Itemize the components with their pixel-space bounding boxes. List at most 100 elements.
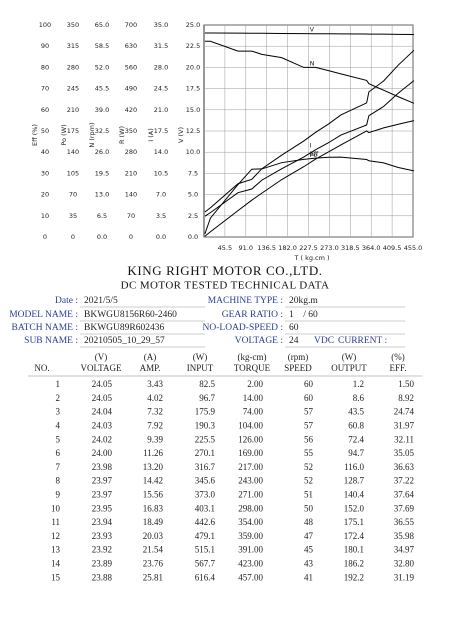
table-cell: 7.32	[147, 407, 163, 417]
table-cell: 270.1	[195, 448, 215, 458]
y-tick-label: 560	[125, 63, 137, 71]
y-tick-label: 7.0	[156, 191, 166, 199]
table-cell: 37.22	[394, 476, 414, 486]
y-tick-label: 100	[39, 21, 51, 29]
x-tick-label: 182.0	[278, 244, 297, 252]
y-tick-label: 2.5	[188, 212, 198, 220]
table-cell: 3.43	[147, 379, 163, 389]
table-cell: 21.54	[143, 545, 164, 555]
table-cell: 104.00	[238, 420, 263, 430]
y-axis-title: R (W)	[118, 126, 126, 144]
column-unit: (W)	[193, 352, 208, 362]
y-axis-title: Po (W)	[60, 124, 68, 145]
field-value: BKWGU8156R60-2460	[84, 310, 177, 320]
table-cell: 57	[304, 420, 314, 430]
table-cell: 47	[304, 531, 314, 541]
y-tick-label: 45.5	[95, 85, 109, 93]
table-cell: 72.4	[348, 434, 364, 444]
table-cell: 60.8	[348, 420, 364, 430]
voltage-unit: VDC	[314, 336, 334, 346]
table-cell: 94.7	[348, 448, 364, 458]
x-tick-label: 364.0	[362, 244, 381, 252]
table-cell: 13.20	[143, 462, 164, 472]
table-cell: 45	[304, 545, 314, 555]
field-value: 2021/5/5	[84, 296, 118, 306]
table-cell: 15	[51, 572, 61, 582]
y-tick-label: 22.5	[186, 42, 200, 50]
table-cell: 96.7	[199, 393, 215, 403]
table-cell: 6	[56, 448, 61, 458]
table-cell: 172.4	[344, 531, 365, 541]
curve-label: Eff	[310, 150, 319, 158]
table-cell: 24.74	[394, 407, 415, 417]
column-unit: (A)	[144, 352, 157, 362]
field-label: GEAR RATIO :	[222, 310, 283, 320]
table-cell: 152.0	[344, 503, 365, 513]
table-cell: 8.92	[398, 393, 414, 403]
column-header: INPUT	[187, 363, 214, 373]
column-header: TORQUE	[234, 363, 271, 373]
field-value: BKWGU89R602436	[84, 323, 164, 333]
y-tick-label: 21.0	[154, 106, 168, 114]
table-cell: 2	[56, 393, 61, 403]
y-tick-label: 20	[41, 191, 49, 199]
table-cell: 271.00	[238, 489, 263, 499]
table-cell: 24.03	[92, 420, 113, 430]
table-cell: 2.00	[247, 379, 263, 389]
table-cell: 1.50	[398, 379, 414, 389]
table-cell: 175.1	[344, 517, 364, 527]
y-tick-label: 0.0	[97, 233, 107, 241]
field-label: SUB NAME :	[24, 336, 78, 346]
y-axis-title: I (A)	[147, 128, 155, 142]
table-cell: 37.64	[394, 489, 415, 499]
x-tick-label: 136.5	[257, 244, 276, 252]
table-cell: 403.1	[195, 503, 215, 513]
y-tick-label: 280	[125, 148, 137, 156]
y-tick-label: 0.0	[156, 233, 166, 241]
y-tick-label: 35	[69, 212, 77, 220]
table-cell: 52	[304, 462, 313, 472]
field-label: MODEL NAME :	[9, 310, 78, 320]
field-value: 60	[289, 323, 299, 333]
y-tick-label: 420	[125, 106, 137, 114]
y-tick-label: 5.0	[188, 191, 198, 199]
y-tick-label: 15.0	[186, 106, 200, 114]
x-tick-label: 91.0	[239, 244, 253, 252]
y-tick-label: 6.5	[97, 212, 107, 220]
curve	[204, 120, 415, 237]
curve-label: V	[310, 26, 315, 34]
table-cell: 43	[304, 558, 314, 568]
y-tick-label: 0	[43, 233, 47, 241]
y-tick-label: 350	[67, 21, 79, 29]
curve	[204, 80, 415, 217]
table-cell: 24.04	[92, 407, 113, 417]
table-cell: 35.98	[394, 531, 415, 541]
table-cell: 442.6	[195, 517, 216, 527]
table-cell: 5	[56, 434, 61, 444]
y-tick-label: 175	[67, 127, 79, 135]
y-tick-label: 17.5	[154, 127, 168, 135]
curve	[204, 156, 415, 234]
y-tick-label: 70	[127, 212, 135, 220]
y-tick-label: 20.0	[186, 63, 200, 71]
table-cell: 23.89	[92, 558, 113, 568]
y-tick-label: 24.5	[154, 85, 168, 93]
table-cell: 14.00	[243, 393, 264, 403]
y-tick-label: 490	[125, 85, 137, 93]
y-tick-label: 7.5	[188, 169, 198, 177]
x-tick-label: 273.0	[320, 244, 339, 252]
table-cell: 43.5	[348, 407, 364, 417]
table-cell: 32.80	[394, 558, 415, 568]
field-label: BATCH NAME :	[11, 323, 78, 333]
table-cell: 51	[304, 489, 313, 499]
table-cell: 12	[51, 531, 60, 541]
table-cell: 23.94	[92, 517, 113, 527]
y-tick-label: 0	[71, 233, 75, 241]
column-header: VOLTAGE	[81, 363, 122, 373]
table-cell: 8.6	[353, 393, 365, 403]
table-cell: 31.19	[394, 572, 415, 582]
table-cell: 35.05	[394, 448, 415, 458]
table-cell: 345.6	[195, 476, 216, 486]
table-cell: 31.97	[394, 420, 415, 430]
table-cell: 34.97	[394, 545, 415, 555]
